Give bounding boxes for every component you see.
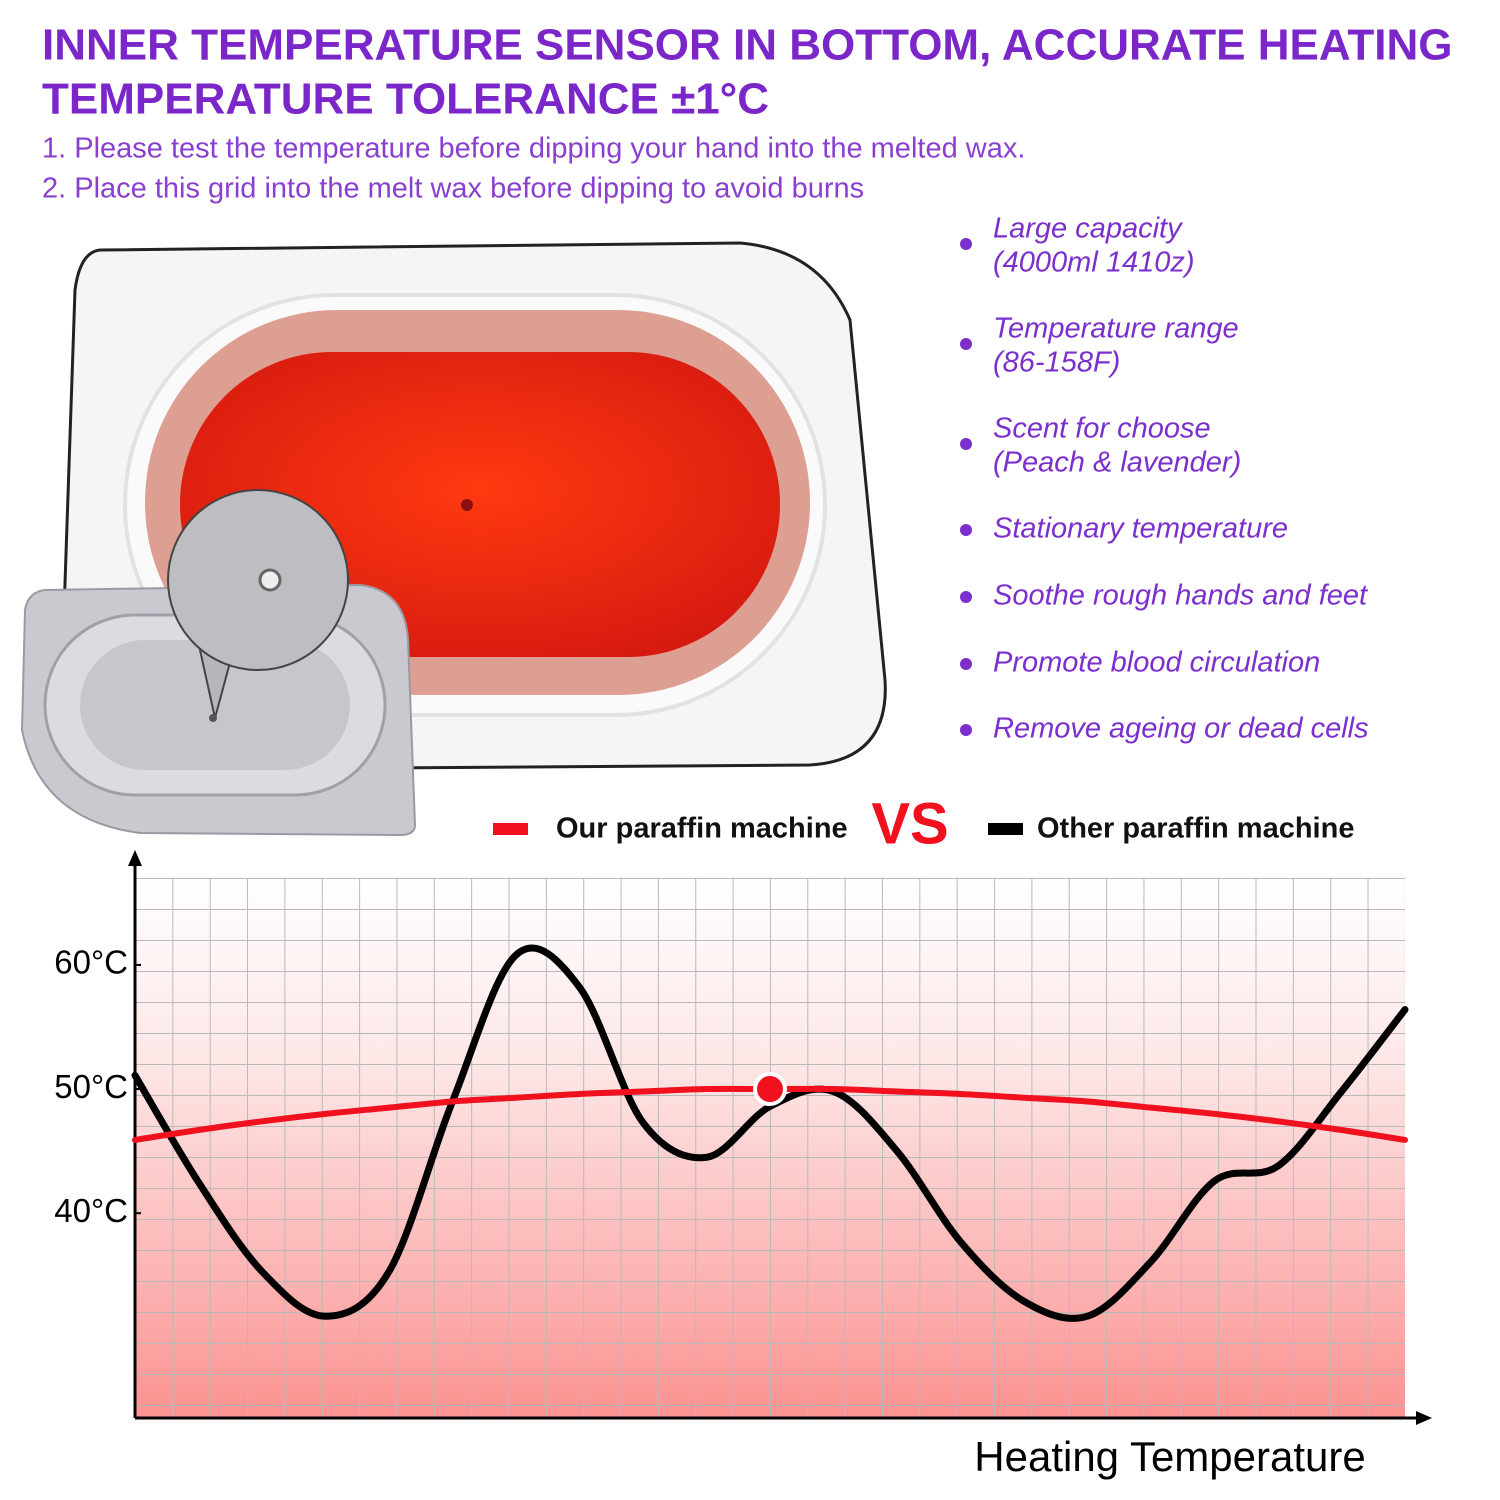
line [131,944,1409,1322]
title: TEMPERATURE TOLERANCE ±1°C [42,75,769,124]
feature-text: (Peach & lavender) [993,447,1241,479]
feature-text: Scent for choose [993,413,1211,445]
bullet [960,524,972,536]
feature-text: Temperature range [993,313,1239,345]
product-image [20,241,887,837]
bullet [960,591,972,603]
y-tick-label: 60°C [54,944,128,981]
highlight-point [753,1072,787,1107]
feature-text: (86-158F) [993,347,1120,379]
bullet [960,724,972,736]
vs-annotation: VS [871,791,948,856]
note: 1. Please test the temperature before di… [42,133,1025,165]
legend-label: Our paraffin machine [556,813,848,845]
note: 2. Place this grid into the melt wax bef… [42,173,864,205]
legend-label: Other paraffin machine [1037,813,1354,845]
feature-text: Stationary temperature [993,513,1288,545]
x-axis-arrow [1416,1411,1432,1425]
grid [135,878,1405,1418]
y-tick-label: 50°C [54,1068,128,1105]
bullet [960,238,972,250]
x-axis-label: Heating Temperature [974,1433,1365,1480]
bullet [960,438,972,450]
feature-text: (4000ml 1410z) [993,247,1195,279]
bullet [960,338,972,350]
feature-text: Large capacity [993,213,1183,245]
legend-swatch [493,823,528,835]
feature-text: Promote blood circulation [993,647,1320,679]
feature-text: Soothe rough hands and feet [993,580,1369,612]
feature-text: Remove ageing or dead cells [993,713,1369,745]
bullet [960,658,972,670]
y-axis-arrow [128,850,142,866]
legend-swatch [988,823,1023,835]
y-tick-label: 40°C [54,1192,128,1229]
title: INNER TEMPERATURE SENSOR IN BOTTOM, ACCU… [42,21,1452,70]
